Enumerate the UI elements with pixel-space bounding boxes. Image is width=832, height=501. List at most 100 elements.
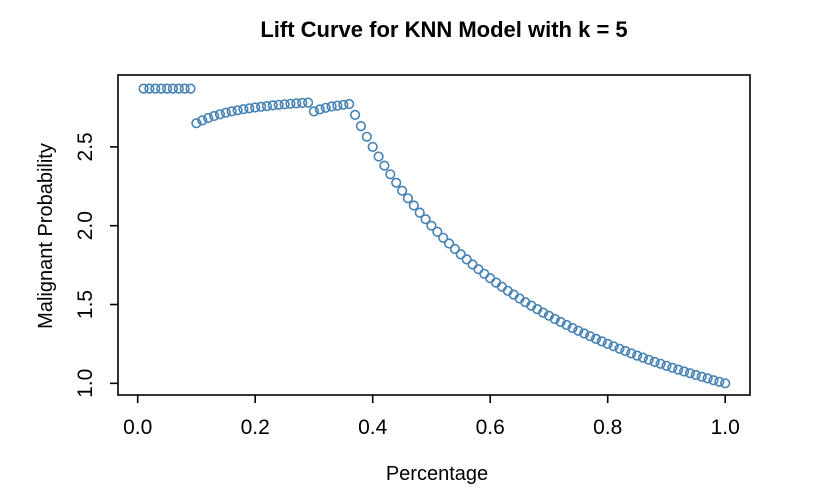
- data-point-circle: [244, 103, 255, 114]
- chart-title: Lift Curve for KNN Model with k = 5: [260, 17, 627, 42]
- data-point-circle: [602, 338, 613, 350]
- data-point-circle: [344, 98, 355, 110]
- data-point-circle: [444, 238, 455, 249]
- data-point-circle: [273, 99, 284, 110]
- data-point-circle: [614, 343, 625, 354]
- data-point-circle: [261, 100, 273, 112]
- data-point-circle: [590, 333, 602, 345]
- data-point-circle: [555, 316, 566, 328]
- data-point-circle: [485, 273, 496, 284]
- data-point-circle: [179, 83, 190, 94]
- data-point-circle: [473, 264, 484, 275]
- data-point-circle: [608, 341, 619, 352]
- data-point-circle: [596, 336, 607, 347]
- data-point-circle: [250, 102, 261, 113]
- data-point-circle: [584, 331, 596, 342]
- data-point-circle: [649, 356, 660, 368]
- y-axis-title: Malignant Probability: [35, 143, 57, 329]
- data-point-circle: [408, 200, 419, 211]
- data-point-circle: [573, 325, 584, 336]
- data-point-circle: [391, 177, 402, 188]
- data-point-circle: [655, 358, 666, 369]
- x-tick-label: 0.0: [123, 416, 152, 439]
- data-point-circle: [667, 362, 678, 373]
- y-tick-label: 2.0: [74, 211, 97, 240]
- data-point-circle: [449, 243, 461, 255]
- data-point-circle: [379, 160, 390, 171]
- data-point-circle: [308, 106, 320, 117]
- x-tick-label: 0.2: [241, 416, 270, 439]
- data-point-circle: [232, 105, 243, 116]
- data-point-circle: [238, 104, 249, 115]
- y-tick-label: 2.5: [74, 132, 97, 161]
- data-point-circle: [678, 366, 690, 377]
- data-point-circle: [661, 360, 672, 371]
- data-point-circle: [708, 375, 719, 386]
- data-point-circle: [214, 109, 225, 120]
- data-point-circle: [643, 354, 654, 365]
- data-point-circle: [684, 368, 696, 379]
- data-point-circle: [138, 83, 149, 94]
- y-axis: 1.0 1.5 2.0 2.5: [74, 132, 118, 398]
- data-point-circle: [185, 83, 196, 94]
- data-point-circle: [314, 104, 325, 115]
- x-tick-label: 0.8: [593, 416, 622, 439]
- data-point-circle: [673, 364, 684, 375]
- data-point-circle: [438, 232, 449, 243]
- data-point-circle: [637, 352, 649, 363]
- data-point-circle: [355, 120, 367, 132]
- data-point-circle: [549, 313, 560, 325]
- data-point-circle: [338, 99, 349, 110]
- data-point-circle: [226, 106, 237, 117]
- data-point-circle: [620, 345, 631, 357]
- data-point-circle: [361, 131, 372, 142]
- data-point-circle: [220, 107, 231, 118]
- data-point-circle: [397, 185, 408, 196]
- data-point-circle: [626, 348, 637, 359]
- data-point-circle: [144, 83, 155, 94]
- y-tick-label: 1.0: [74, 369, 97, 398]
- data-point-circle: [702, 373, 713, 384]
- data-point-circle: [455, 249, 466, 260]
- data-point-circle: [467, 259, 478, 270]
- data-point-circle: [350, 109, 361, 120]
- x-axis-title: Percentage: [386, 463, 488, 485]
- data-point-circle: [297, 97, 308, 108]
- data-point-circle: [579, 328, 590, 339]
- data-point-circle: [385, 169, 396, 180]
- data-point-circle: [479, 268, 490, 279]
- data-point-circle: [209, 110, 220, 122]
- data-point-circle: [414, 207, 425, 218]
- data-point-circle: [203, 112, 214, 124]
- x-tick-label: 0.6: [476, 416, 505, 439]
- data-point-circle: [537, 307, 549, 318]
- data-point-circle: [167, 83, 178, 94]
- data-point-circle: [367, 141, 378, 152]
- data-point-circle: [426, 220, 437, 231]
- data-point-circle: [631, 350, 643, 361]
- data-point-circle: [326, 101, 337, 112]
- x-tick-label: 0.4: [358, 416, 388, 439]
- data-point-circle: [690, 369, 701, 381]
- data-point-circle: [291, 98, 302, 109]
- data-point-circle: [173, 83, 184, 94]
- plot-border: [117, 74, 751, 396]
- data-point-circle: [162, 83, 173, 94]
- data-point-circle: [320, 102, 331, 113]
- data-point-circle: [267, 100, 278, 111]
- data-point-circle: [279, 99, 290, 110]
- data-point-circle: [720, 378, 731, 389]
- x-axis: 0.0 0.2 0.4 0.6 0.8 1.0: [123, 395, 740, 439]
- data-point-circle: [561, 319, 572, 331]
- data-point-circle: [332, 100, 343, 111]
- data-point-circle: [461, 254, 472, 265]
- y-tick-label: 1.5: [74, 290, 97, 319]
- data-point-circle: [256, 101, 267, 112]
- data-point-circle: [191, 118, 202, 129]
- data-point-circle: [432, 226, 443, 237]
- data-point-circle: [285, 98, 296, 109]
- data-points: [138, 83, 731, 389]
- data-point-circle: [150, 83, 161, 94]
